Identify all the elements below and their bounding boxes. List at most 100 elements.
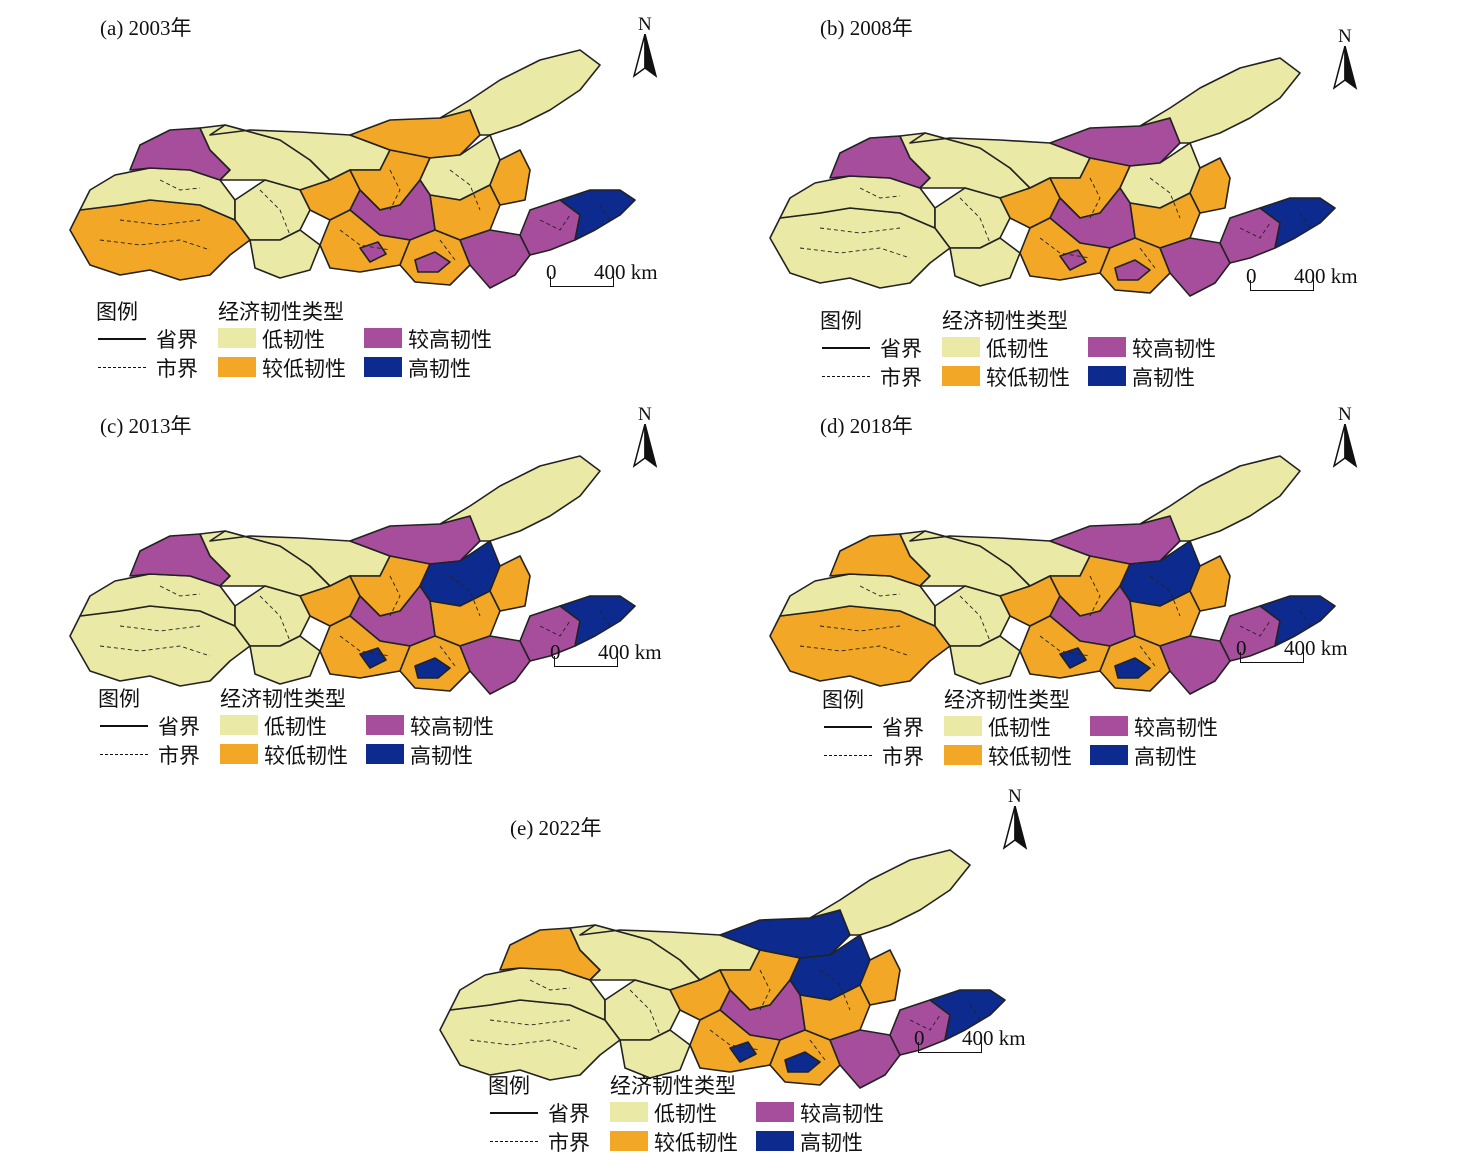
- legend-city-border: 市界: [880, 366, 922, 390]
- city-border-3: [759, 969, 771, 1011]
- legend-low: 低韧性: [262, 328, 325, 352]
- legend-type-title: 经济韧性类型: [610, 1074, 736, 1098]
- low-swatch: [610, 1102, 648, 1122]
- legend-high: 高韧性: [1132, 366, 1195, 390]
- panel-title: (e) 2022年: [510, 816, 602, 840]
- legend-city-border: 市界: [548, 1131, 590, 1155]
- yellow-river-basin-map: [769, 455, 1336, 695]
- region-shaanxi-core: [729, 1041, 757, 1063]
- city-border-8: [599, 610, 611, 627]
- legend-lower: 较低韧性: [264, 744, 348, 768]
- legend-high: 高韧性: [800, 1131, 863, 1155]
- city-border-2: [959, 197, 991, 244]
- scale-distance: 400 km: [1294, 264, 1358, 288]
- region-nei-mongol-east: [1139, 57, 1301, 144]
- city-border-5: [1039, 635, 1091, 657]
- city-border-line-icon: [98, 367, 146, 368]
- region-hebei-band: [1189, 555, 1231, 612]
- legend-high: 高韧性: [408, 357, 471, 381]
- region-henan-east: [829, 1029, 901, 1089]
- yellow-river-basin-map: [69, 455, 636, 695]
- legend-province-border: 省界: [158, 715, 200, 739]
- city-border-5: [709, 1029, 761, 1051]
- city-border-8: [1299, 610, 1311, 627]
- legend-city-border: 市界: [156, 357, 198, 381]
- region-henan-core: [1114, 657, 1151, 679]
- city-border-4: [449, 575, 481, 617]
- legend-low: 低韧性: [986, 337, 1049, 361]
- region-nei-mongol-east: [1139, 455, 1301, 542]
- legend-type-title: 经济韧性类型: [220, 687, 346, 711]
- province-border-line-icon: [490, 1112, 538, 1114]
- panel-title: (a) 2003年: [100, 16, 192, 40]
- scale-bar-line: [550, 276, 614, 287]
- region-qinghai-mid: [79, 573, 236, 627]
- city-border-2: [959, 595, 991, 642]
- legend-title: 图例: [822, 688, 864, 712]
- legend-low: 低韧性: [264, 715, 327, 739]
- region-qinghai-mid: [449, 967, 606, 1021]
- high-swatch: [756, 1131, 794, 1151]
- legend-type-title: 经济韧性类型: [942, 309, 1068, 333]
- lower-swatch: [218, 357, 256, 377]
- province-border-line-icon: [824, 726, 872, 728]
- region-qinghai-mid: [779, 175, 936, 229]
- high-swatch: [1090, 745, 1128, 765]
- yellow-river-basin-map: [439, 849, 1006, 1089]
- legend-higher: 较高韧性: [408, 328, 492, 352]
- region-shandong-east: [1259, 595, 1336, 647]
- legend-higher: 较高韧性: [800, 1102, 884, 1126]
- legend-high: 高韧性: [410, 744, 473, 768]
- city-border-7: [909, 1014, 941, 1031]
- city-border-4: [819, 969, 851, 1011]
- north-label: N: [1338, 26, 1352, 47]
- city-border-3: [389, 169, 401, 211]
- legend-province-border: 省界: [880, 337, 922, 361]
- higher-swatch: [1088, 337, 1126, 357]
- scale-zero: 0: [550, 640, 561, 664]
- city-border-8: [599, 204, 611, 221]
- city-border-5: [339, 229, 391, 251]
- region-hebei-band: [489, 149, 531, 206]
- scale-zero: 0: [1246, 264, 1257, 288]
- scale-distance: 400 km: [962, 1026, 1026, 1050]
- city-border-2: [259, 189, 291, 236]
- legend-lower: 较低韧性: [654, 1131, 738, 1155]
- region-henan-east: [1159, 635, 1231, 695]
- city-border-7: [1239, 620, 1271, 637]
- low-swatch: [220, 715, 258, 735]
- region-shaanxi-core: [1059, 647, 1087, 669]
- city-border-8: [1299, 212, 1311, 229]
- scale-bar: 0 400 km: [546, 260, 676, 300]
- region-henan-east: [459, 229, 531, 289]
- city-border-4: [1149, 177, 1181, 219]
- legend-title: 图例: [96, 300, 138, 324]
- legend-title: 图例: [488, 1074, 530, 1098]
- region-henan-east: [1159, 237, 1231, 297]
- region-gansu-south: [949, 635, 1021, 685]
- yellow-river-basin-map: [69, 49, 636, 289]
- legend-type-title: 经济韧性类型: [218, 300, 344, 324]
- city-border-9: [859, 585, 901, 597]
- legend-title: 图例: [98, 687, 140, 711]
- region-shandong-east: [559, 595, 636, 647]
- legend-low: 低韧性: [988, 716, 1051, 740]
- low-swatch: [942, 337, 980, 357]
- legend-city-border: 市界: [158, 744, 200, 768]
- province-border-line-icon: [100, 725, 148, 727]
- region-henan-core: [414, 657, 451, 679]
- north-arrow-icon: N: [1000, 786, 1030, 852]
- region-qinghai-mid: [779, 573, 936, 627]
- panel-title: (d) 2018年: [820, 414, 913, 438]
- higher-swatch: [364, 328, 402, 348]
- city-border-9: [159, 179, 201, 191]
- region-shaanxi-core: [359, 647, 387, 669]
- city-border-line-icon: [824, 755, 872, 756]
- legend-lower: 较低韧性: [262, 357, 346, 381]
- city-border-9: [159, 585, 201, 597]
- city-border-4: [1149, 575, 1181, 617]
- legend-title: 图例: [820, 309, 862, 333]
- scale-bar: 0 400 km: [1246, 264, 1376, 304]
- low-swatch: [218, 328, 256, 348]
- city-border-8: [969, 1004, 981, 1021]
